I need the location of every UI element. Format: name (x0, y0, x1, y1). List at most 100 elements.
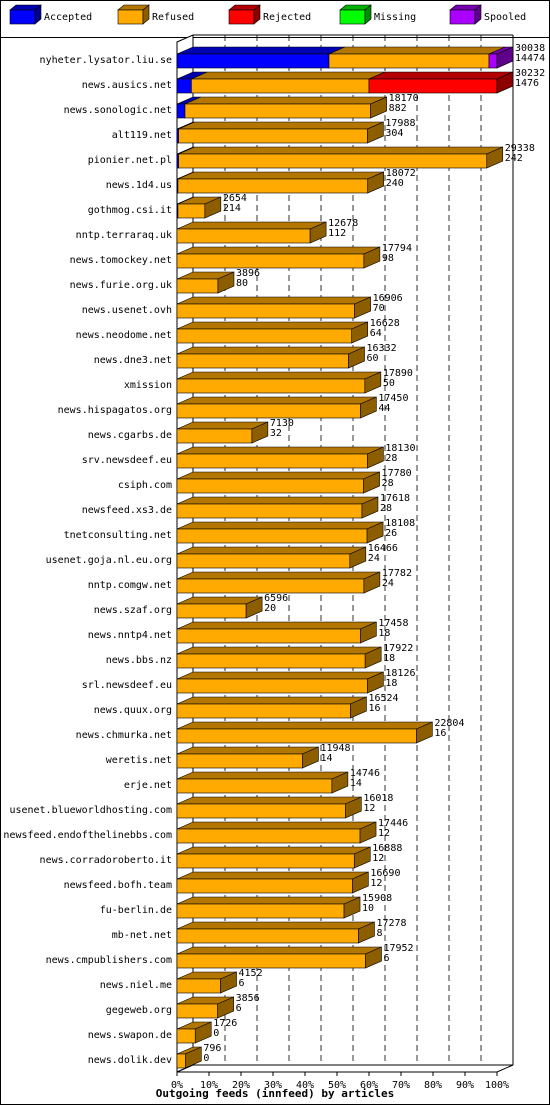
bar-segment-refused (178, 128, 368, 144)
legend-item-rejected: Rejected (228, 4, 311, 25)
bar-row (176, 771, 349, 794)
spooled-count: 24 (368, 553, 380, 564)
bar-top-refused (176, 521, 384, 530)
host-label: news.bbs.nz (106, 655, 172, 666)
bar-segment-refused (176, 928, 359, 944)
bar-side-refused (217, 996, 234, 1019)
bar-segment-refused (328, 53, 490, 69)
offered-count: 12678 (328, 218, 358, 229)
spooled-count: 12 (370, 878, 382, 889)
spooled-count: 112 (328, 228, 346, 239)
offered-count: 17278 (376, 918, 406, 929)
bar-row (176, 346, 365, 369)
host-label: news.chmurka.net (76, 730, 172, 741)
offered-count: 30232 (515, 68, 545, 79)
bar-row (176, 321, 369, 344)
host-label: news.1d4.us (106, 180, 172, 191)
bar-side-refused (217, 271, 235, 294)
offered-count: 18072 (386, 168, 416, 179)
bar-row (176, 696, 367, 719)
bar-segment-refused (176, 553, 351, 569)
bar-side-refused (486, 146, 504, 169)
offered-count: 29338 (505, 143, 535, 154)
legend-item-refused: Refused (117, 4, 194, 25)
offered-count: 16332 (367, 343, 397, 354)
bar-side-refused (359, 821, 377, 844)
bar-row (176, 146, 504, 169)
legend-label: Spooled (484, 12, 526, 23)
legend-label: Accepted (44, 12, 92, 23)
bar-segment-refused (176, 353, 349, 369)
bar-side-refused (302, 746, 319, 769)
bar-row (176, 396, 377, 419)
host-label: nntp.terraraq.uk (76, 230, 172, 241)
bar-row (176, 671, 384, 694)
spooled-count: 1476 (515, 78, 539, 89)
legend: Accepted Refused Rejected Missing Spooled (9, 4, 526, 25)
offered-count: 15908 (362, 893, 392, 904)
bar-side-refused (367, 121, 384, 144)
legend-swatch (9, 9, 36, 25)
host-label: news.ausics.net (82, 80, 172, 91)
bar-row (176, 546, 367, 569)
host-label: news.niel.me (100, 980, 172, 991)
bar-top-refused (191, 71, 386, 80)
spooled-count: 10 (362, 903, 374, 914)
bar-segment-spooled (488, 53, 498, 69)
bar-top-refused (176, 296, 371, 305)
spooled-count: 44 (378, 403, 390, 414)
x-axis: 0% 10% 20% 30% 40% 50% 60% 70% 80% 90% 100% (171, 1064, 514, 1091)
bar-segment-refused (176, 253, 365, 269)
bar-row (176, 46, 514, 69)
bar-side-refused (251, 421, 269, 444)
bar-row (176, 121, 384, 144)
legend-item-spooled: Spooled (449, 4, 526, 25)
bar-segment-refused (176, 878, 353, 894)
bar-row (176, 871, 369, 894)
offered-count: 3896 (236, 268, 260, 279)
offered-count: 17922 (383, 643, 413, 654)
bar-side-refused (349, 546, 367, 569)
bar-side-refused (363, 471, 380, 494)
bar-top-refused (176, 321, 368, 330)
offered-count: 22804 (434, 718, 464, 729)
bar-segment-refused (191, 78, 370, 94)
x-tick-label: 70% (392, 1080, 410, 1091)
spooled-count: 60 (367, 353, 379, 364)
bar-row (176, 296, 371, 319)
spooled-count: 0 (213, 1028, 219, 1039)
bar-segment-refused (184, 103, 371, 119)
spooled-count: 20 (264, 603, 276, 614)
x-tick-label: 90% (456, 1080, 474, 1091)
offered-count: 14746 (350, 768, 380, 779)
bar-side-refused (185, 1046, 202, 1069)
spooled-count: 64 (370, 328, 382, 339)
bar-row (176, 571, 381, 594)
offered-count: 18126 (385, 668, 415, 679)
bars (176, 46, 514, 1069)
host-label: news.corradoroberto.it (40, 855, 172, 866)
bar-segment-refused (176, 853, 355, 869)
legend-item-accepted: Accepted (9, 4, 92, 25)
bar-side-refused (367, 171, 385, 194)
spooled-count: 28 (385, 453, 397, 464)
spooled-count: 8 (376, 928, 382, 939)
offered-count: 4152 (239, 968, 263, 979)
host-label: news.neodome.net (76, 330, 172, 341)
bar-side-refused (353, 846, 371, 869)
bar-row (176, 471, 380, 494)
bar-segment-refused (176, 803, 346, 819)
bar-segment-refused (178, 153, 488, 169)
bar-side-refused (365, 946, 382, 969)
bar-side-refused (351, 321, 369, 344)
offered-count: 796 (203, 1043, 221, 1054)
bar-segment-refused (176, 1028, 196, 1044)
offered-count: 17618 (380, 493, 410, 504)
host-label: news.szaf.org (94, 605, 172, 616)
bar-side-refused (350, 696, 367, 719)
host-label: gothmog.csi.it (88, 205, 172, 216)
bar-top-refused (176, 621, 377, 630)
bar-top-refused (176, 396, 377, 405)
bar-segment-refused (176, 703, 351, 719)
